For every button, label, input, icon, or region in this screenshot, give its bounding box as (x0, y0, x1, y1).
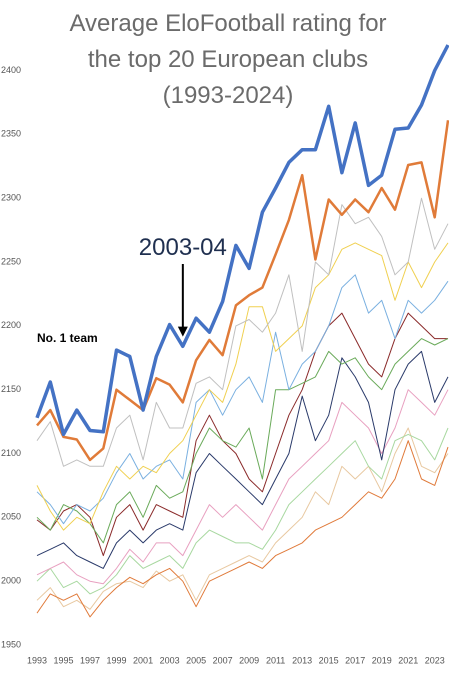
y-tick-label: 2100 (1, 448, 21, 458)
chart-title: Average EloFootball rating for (69, 10, 386, 37)
y-tick-label: 2000 (1, 576, 21, 586)
x-tick-label: 2019 (372, 655, 392, 665)
x-tick-label: 2023 (425, 655, 445, 665)
y-tick-label: 2300 (1, 193, 21, 203)
x-tick-label: 2015 (319, 655, 339, 665)
annotation-arrowhead (177, 326, 188, 337)
series-line (36, 389, 449, 585)
chart-title: (1993-2024) (163, 82, 294, 109)
series-line (36, 312, 448, 557)
series-line (36, 120, 449, 462)
series-line (36, 427, 449, 610)
x-tick-label: 2021 (398, 655, 418, 665)
annotation: 2003-04 (139, 234, 227, 261)
x-tick-label: 1997 (80, 655, 100, 665)
series-line (36, 197, 449, 467)
y-tick-label: 2150 (1, 384, 21, 394)
y-tick-label: 2250 (1, 256, 21, 266)
y-tick-label: 2050 (1, 512, 21, 522)
x-tick-label: 2017 (345, 655, 365, 665)
y-tick-label: 1950 (1, 639, 21, 649)
x-tick-label: 2007 (213, 655, 233, 665)
x-tick-label: 2003 (160, 655, 180, 665)
x-tick-label: 2009 (239, 655, 259, 665)
series-line (36, 338, 449, 544)
x-tick-label: 2001 (133, 655, 153, 665)
annotation: No. 1 team (37, 331, 98, 345)
x-tick-label: 1993 (27, 655, 47, 665)
x-tick-label: 2005 (186, 655, 206, 665)
series-line (36, 427, 449, 595)
x-tick-label: 1999 (107, 655, 127, 665)
y-tick-label: 2350 (1, 129, 21, 139)
y-tick-label: 2200 (1, 320, 21, 330)
series-line (36, 274, 449, 525)
x-tick-label: 2013 (292, 655, 312, 665)
series-line (36, 440, 449, 618)
series-line (36, 242, 449, 531)
x-tick-label: 1995 (54, 655, 74, 665)
y-tick-label: 2400 (1, 65, 21, 75)
series-line (36, 350, 449, 569)
chart-title: the top 20 European clubs (88, 46, 368, 73)
x-tick-label: 2011 (266, 655, 285, 665)
series-line (35, 44, 449, 437)
